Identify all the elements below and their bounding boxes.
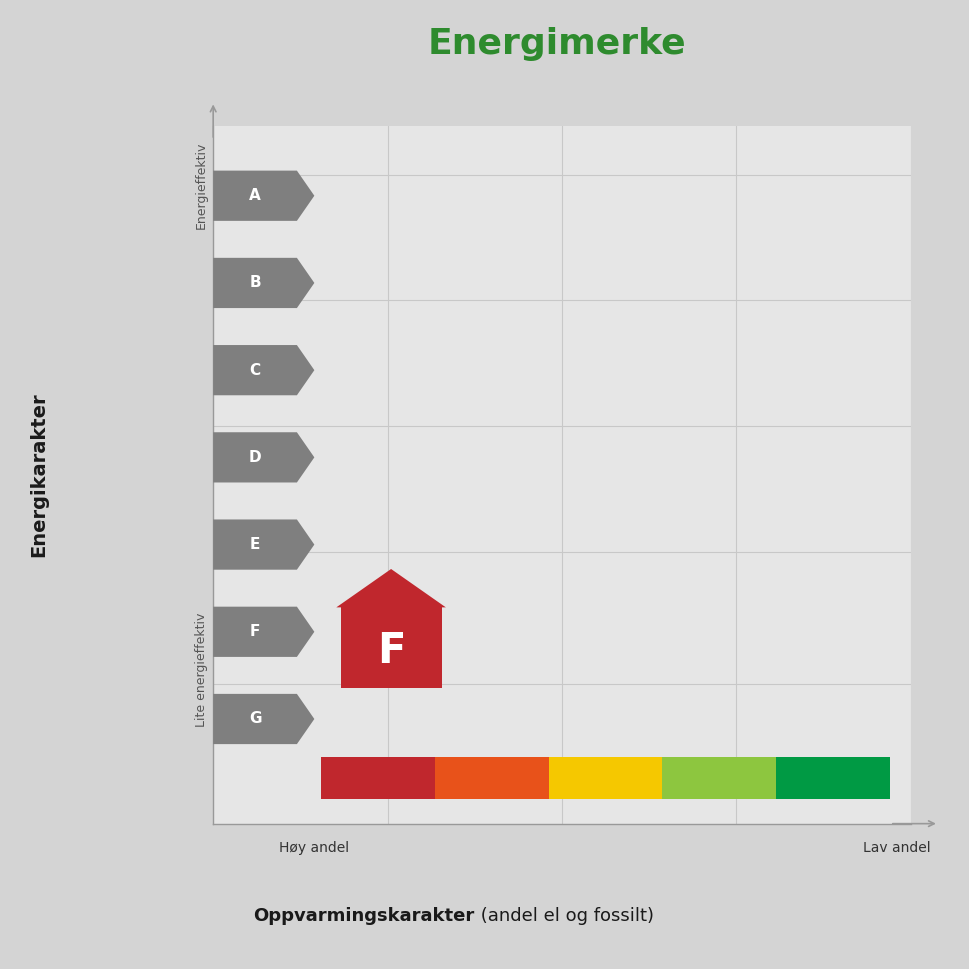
Polygon shape (213, 345, 314, 395)
Text: G: G (249, 711, 262, 727)
Polygon shape (213, 694, 314, 744)
Text: Energieffektiv: Energieffektiv (195, 141, 207, 229)
Text: Høy andel: Høy andel (279, 841, 350, 855)
Text: Lav andel: Lav andel (863, 841, 930, 855)
Polygon shape (336, 569, 446, 608)
Text: B: B (249, 275, 261, 291)
Text: (andel el og fossilt): (andel el og fossilt) (475, 907, 654, 924)
Polygon shape (213, 432, 314, 483)
Text: Oppvarmingskarakter: Oppvarmingskarakter (254, 907, 475, 924)
Bar (548, 758, 663, 799)
Text: F: F (377, 631, 405, 672)
Text: A: A (249, 188, 261, 203)
Bar (322, 758, 435, 799)
Text: E: E (250, 537, 261, 552)
Polygon shape (213, 258, 314, 308)
Bar (776, 758, 890, 799)
Polygon shape (213, 519, 314, 570)
Text: D: D (249, 450, 262, 465)
Bar (435, 758, 548, 799)
Polygon shape (340, 608, 442, 688)
Text: C: C (249, 362, 261, 378)
Text: F: F (250, 624, 261, 640)
Text: Energimerke: Energimerke (428, 26, 686, 61)
Text: Lite energieffektiv: Lite energieffektiv (195, 613, 207, 728)
Bar (663, 758, 776, 799)
Polygon shape (213, 171, 314, 221)
Text: Energikarakter: Energikarakter (29, 392, 48, 557)
Polygon shape (213, 607, 314, 657)
